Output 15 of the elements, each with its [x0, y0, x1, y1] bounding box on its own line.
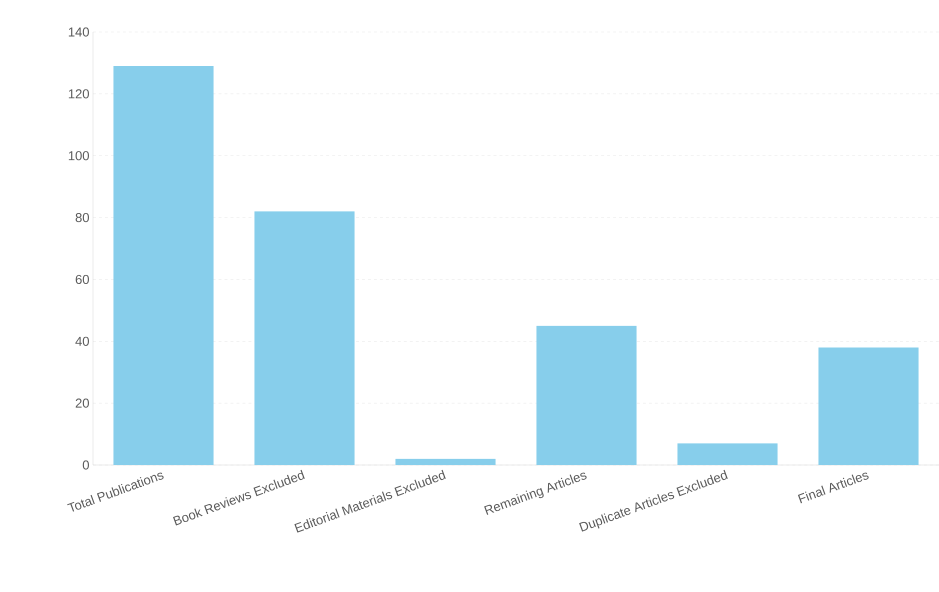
bar	[113, 66, 214, 465]
bar	[395, 458, 496, 465]
y-tick-label: 120	[68, 89, 89, 98]
y-tick-label: 20	[76, 398, 89, 408]
bar	[818, 347, 919, 465]
x-tick-label: Final Articles	[798, 472, 869, 504]
bar	[677, 443, 778, 465]
bar	[536, 326, 637, 465]
y-tick-label: 100	[68, 151, 89, 160]
y-tick-label: 0	[82, 460, 89, 470]
y-tick-label: 60	[76, 274, 89, 284]
y-tick-label: 40	[75, 336, 89, 346]
y-tick-label: 140	[68, 27, 89, 37]
bar	[254, 211, 355, 465]
y-tick-label: 80	[76, 212, 89, 222]
